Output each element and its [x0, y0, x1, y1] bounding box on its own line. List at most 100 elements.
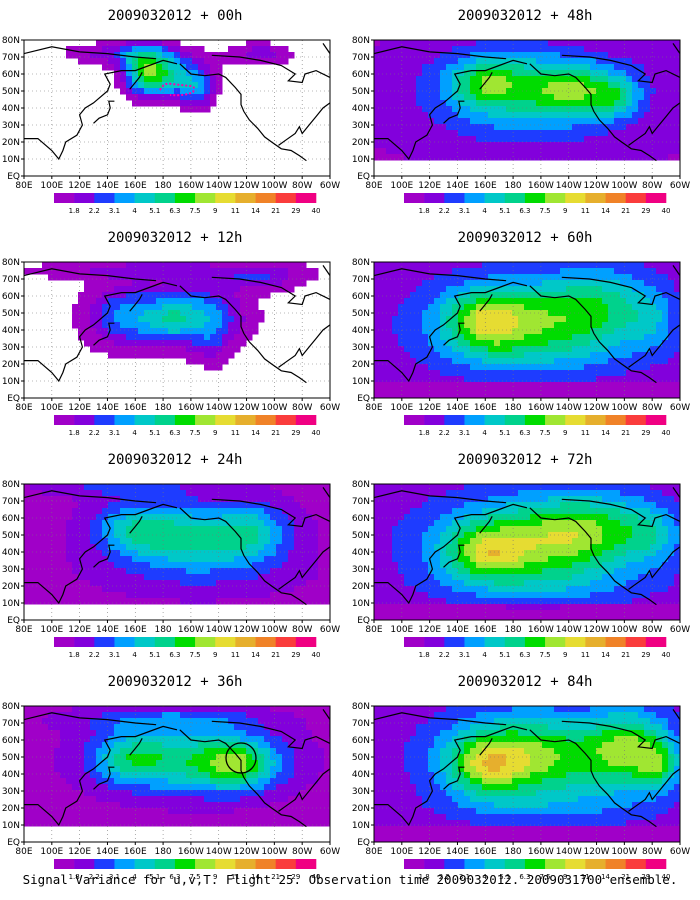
colorbar-swatch — [605, 859, 626, 869]
colorbar-swatch — [195, 637, 216, 647]
x-tick-label: 180 — [154, 181, 171, 191]
y-tick-label: 40N — [2, 770, 20, 780]
target-circle — [225, 742, 257, 774]
variance-map: 80E 100E 120E 140E 160E 180 160W 140W 120W 100W 80… — [2, 702, 340, 881]
panel-title: 2009032012 + 84h — [457, 674, 593, 690]
coastlines — [374, 43, 680, 162]
colorbar-label: 6.3 — [169, 429, 180, 437]
colorbar-label: 21 — [621, 429, 630, 437]
coastlines — [374, 709, 680, 828]
colorbar-swatch — [625, 859, 647, 869]
x-tick-label: 160W — [528, 403, 554, 413]
x-tick-label: 100E — [390, 181, 413, 191]
x-tick-label: 120W — [584, 847, 610, 857]
y-tick-label: EQ — [7, 394, 20, 404]
colorbar-label: 2.2 — [439, 651, 450, 659]
colorbar-swatch — [444, 637, 465, 647]
colorbar-label: 2.2 — [439, 429, 450, 437]
x-tick-label: 80E — [15, 181, 32, 191]
x-tick-label: 60W — [670, 847, 690, 857]
colorbar-label: 14 — [601, 207, 610, 215]
variance-shading — [374, 262, 680, 398]
x-tick-label: 120E — [418, 403, 441, 413]
colorbar-label: 29 — [291, 651, 300, 659]
x-tick-label: 140E — [446, 181, 469, 191]
y-tick-label: 60N — [2, 514, 20, 524]
map-gridlines — [374, 706, 680, 842]
colorbar-label: 11 — [231, 651, 240, 659]
map-gridlines — [24, 484, 330, 620]
x-tick-label: 140W — [556, 403, 582, 413]
variance-shading — [24, 706, 330, 827]
colorbar-label: 40 — [662, 207, 671, 215]
variance-map: 80E 100E 120E 140E 160E 180 160W 140W 120W 100W 80… — [352, 480, 690, 659]
colorbar-label: 4 — [132, 207, 137, 215]
x-tick-label: 160E — [474, 847, 497, 857]
x-tick-label: 180 — [504, 847, 521, 857]
colorbar-label: 2.2 — [439, 873, 450, 881]
colorbar-label: 7.5 — [190, 651, 201, 659]
colorbar-swatch — [504, 415, 526, 425]
colorbar-swatch — [504, 859, 526, 869]
x-tick-label: 160W — [528, 181, 554, 191]
x-tick-label: 120W — [234, 403, 260, 413]
map-gridlines — [24, 40, 330, 176]
y-tick-label: EQ — [357, 172, 370, 182]
y-tick-label: 80N — [352, 702, 370, 712]
colorbar-swatch — [585, 859, 606, 869]
colorbar-swatch — [295, 415, 317, 425]
colorbar-swatch — [545, 415, 566, 425]
colorbar-swatch — [524, 859, 546, 869]
colorbar-swatch — [464, 415, 485, 425]
x-tick-label: 120W — [234, 181, 260, 191]
variance-shading — [374, 484, 680, 620]
colorbar-label: 5.1 — [149, 207, 160, 215]
colorbar-swatch — [625, 193, 647, 203]
colorbar-label: 40 — [312, 207, 321, 215]
y-tick-label: 20N — [352, 360, 370, 370]
colorbar-label: 9 — [213, 429, 217, 437]
x-tick-label: 180 — [154, 403, 171, 413]
panel-title: 2009032012 + 72h — [457, 452, 593, 468]
coastlines — [24, 265, 330, 384]
colorbar-swatch — [565, 859, 586, 869]
colorbar-label: 3.1 — [459, 873, 470, 881]
x-tick-label: 80W — [642, 847, 662, 857]
x-tick-label: 80W — [642, 403, 662, 413]
y-tick-label: 60N — [2, 292, 20, 302]
x-tick-label: 160E — [124, 181, 147, 191]
colorbar-label: 1.8 — [419, 651, 430, 659]
x-tick-label: 160E — [124, 403, 147, 413]
colorbar-label: 14 — [251, 207, 260, 215]
colorbar-label: 1.8 — [419, 873, 430, 881]
x-tick-label: 140E — [446, 403, 469, 413]
x-tick-label: 100E — [390, 403, 413, 413]
colorbar-swatch — [424, 193, 445, 203]
y-tick-label: 30N — [2, 121, 20, 131]
colorbar-label: 2.2 — [89, 873, 100, 881]
x-tick-label: 100W — [611, 403, 637, 413]
x-tick-label: 80E — [15, 403, 32, 413]
colorbar-swatch — [605, 193, 626, 203]
y-tick-label: 80N — [352, 36, 370, 46]
y-tick-label: 50N — [2, 531, 20, 541]
colorbar-label: 6.3 — [169, 207, 180, 215]
colorbar-swatch — [404, 193, 425, 203]
colorbar-label: 29 — [641, 873, 650, 881]
colorbar-swatch — [255, 637, 276, 647]
colorbar-label: 6.3 — [519, 651, 530, 659]
colorbar-swatch — [174, 637, 196, 647]
x-tick-label: 120E — [68, 625, 91, 635]
coastlines — [24, 487, 330, 606]
colorbar-swatch — [565, 415, 586, 425]
colorbar-swatch — [524, 637, 546, 647]
x-tick-label: 140W — [556, 625, 582, 635]
colorbar-swatch — [154, 193, 176, 203]
coastlines — [374, 265, 680, 384]
colorbar-swatch — [464, 637, 485, 647]
colorbar-swatch — [444, 193, 465, 203]
y-tick-label: 40N — [2, 548, 20, 558]
x-tick-label: 100W — [261, 847, 287, 857]
colorbar-swatch — [54, 193, 75, 203]
y-tick-label: 60N — [352, 70, 370, 80]
